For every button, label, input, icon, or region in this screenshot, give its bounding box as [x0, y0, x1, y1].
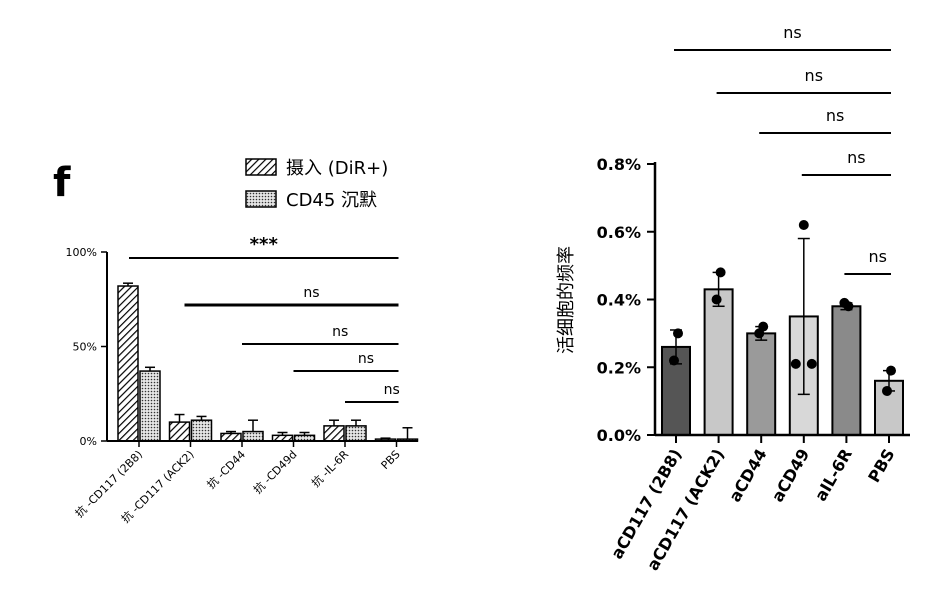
y-tick-label: 0% [80, 435, 97, 448]
x-axis-labels: aCD117 (2B8)aCD117 (ACK2)aCD44aCD49aIL-6… [607, 446, 898, 574]
x-tick-label: PBS [864, 446, 898, 486]
x-tick-label: PBS [379, 448, 403, 472]
significance-label: ns [847, 148, 865, 167]
y-tick-label: 0.4% [597, 291, 641, 310]
data-point [712, 295, 722, 305]
y-tick-label: 0.8% [597, 155, 641, 174]
y-tick-label: 0.2% [597, 358, 641, 377]
bar-s1-2 [243, 432, 263, 441]
bar-1 [705, 289, 733, 435]
significance-label: ns [868, 247, 886, 266]
x-tick-label: 抗 -CD49d [250, 447, 299, 496]
bar-s0-4 [324, 426, 344, 441]
bar-4 [832, 306, 860, 435]
panel-letter: f [53, 160, 71, 206]
x-tick-label: aIL-6R [811, 446, 856, 505]
significance-label: ns [826, 106, 844, 125]
data-point [669, 355, 679, 365]
bars [662, 289, 903, 435]
left-chart: f 摄入 (DiR+) CD45 沉默 0% 50% 100% 抗 -CD117 (… [53, 158, 418, 526]
x-tick-label: 抗 -CD44 [204, 447, 248, 491]
data-point [886, 366, 896, 376]
legend-label-cd45: CD45 沉默 [286, 190, 377, 211]
significance-label: ns [384, 382, 400, 398]
significance-label: ns [332, 324, 348, 340]
data-point [839, 298, 849, 308]
data-point [882, 386, 892, 396]
bar-s1-4 [346, 426, 366, 441]
x-tick-label: 抗 -IL-6R [309, 447, 352, 490]
data-point [716, 267, 726, 277]
significance-brackets: ns ns ns ns ns [674, 23, 891, 274]
legend-label-uptake: 摄入 (DiR+) [286, 158, 388, 179]
x-tick-label: aCD49 [768, 446, 814, 506]
significance-label: ns [303, 285, 319, 301]
bar-s0-2 [221, 433, 241, 441]
significance-brackets: ***nsnsnsns [129, 234, 400, 402]
data-point [791, 359, 801, 369]
legend-swatch-uptake [246, 159, 276, 175]
y-tick-label: 100% [66, 246, 97, 259]
significance-label: ns [783, 23, 801, 42]
x-tick-label: aCD117 (ACK2) [643, 446, 728, 574]
y-axis-ticks: 0.0% 0.2% 0.4% 0.6% 0.8% [597, 155, 655, 445]
data-point [673, 328, 683, 338]
x-tick-label: aCD44 [725, 446, 771, 506]
bar-s0-0 [118, 286, 138, 441]
bar-s1-0 [140, 371, 160, 441]
bar-s0-1 [170, 422, 190, 441]
right-chart: 活细胞的频率 0.0% 0.2% 0.4% 0.6% 0.8% aCD117 (2B8)… [556, 23, 910, 574]
data-points [669, 220, 896, 396]
data-point [799, 220, 809, 230]
y-axis-label: 活细胞的频率 [556, 246, 577, 354]
data-point [754, 328, 764, 338]
bar-2 [747, 333, 775, 435]
bar-s1-1 [192, 420, 212, 441]
legend-swatch-cd45 [246, 191, 276, 207]
legend: 摄入 (DiR+) CD45 沉默 [246, 158, 388, 211]
x-axis-labels: 抗 -CD117 (2B8)抗 -CD117 (ACK2)抗 -CD44抗 -C… [72, 447, 403, 526]
y-axis-ticks: 0% 50% 100% [66, 246, 107, 448]
y-tick-label: 0.6% [597, 223, 641, 242]
y-tick-label: 50% [73, 341, 97, 354]
y-tick-label: 0.0% [597, 426, 641, 445]
significance-label: *** [250, 234, 279, 255]
data-point [807, 359, 817, 369]
significance-label: ns [805, 66, 823, 85]
significance-label: ns [358, 351, 374, 367]
